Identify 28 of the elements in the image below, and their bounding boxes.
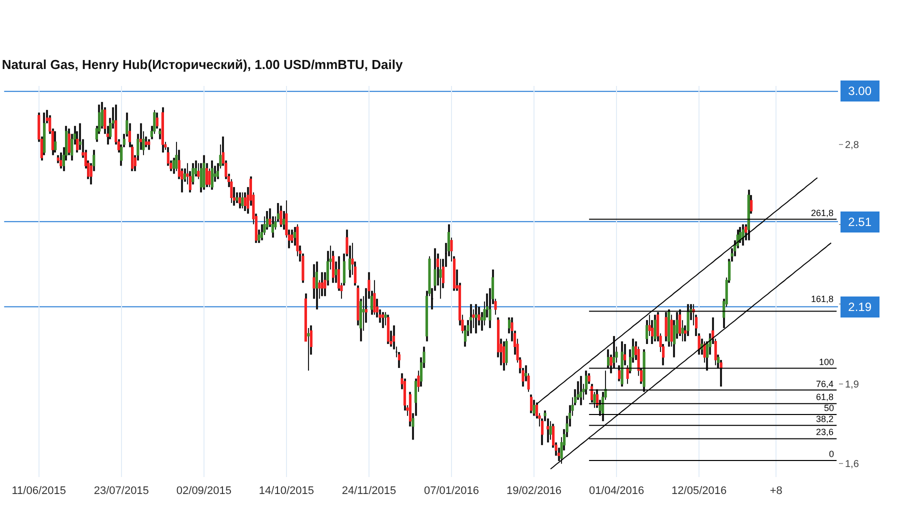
y-tick-label: 2,8	[845, 140, 860, 152]
series-label: 261,8	[811, 208, 834, 218]
ref-line-label: 2.51	[848, 215, 872, 229]
x-tick-label: 07/01/2016	[424, 485, 480, 497]
x-tick-label: 01/04/2016	[589, 485, 644, 497]
y-tick-label: 1,6	[845, 459, 860, 470]
x-tick-label: 12/05/2016	[672, 485, 727, 497]
series-label: 50	[824, 403, 834, 413]
ref-line-label: 3.00	[848, 84, 872, 98]
x-tick-label: 02/09/2015	[176, 485, 232, 497]
ref-line-label: 2.19	[848, 300, 872, 314]
series-label: 76,4	[816, 379, 834, 389]
x-tick-label: 11/06/2015	[12, 485, 66, 497]
y-tick-label: 1,9	[845, 379, 860, 390]
series-label: 0	[829, 449, 834, 459]
series-label: 161,8	[811, 294, 834, 304]
x-tick-label: +8	[770, 485, 782, 497]
x-tick-label: 19/02/2016	[506, 485, 562, 497]
series-label: 61,8	[816, 392, 834, 402]
x-tick-label: 23/07/2015	[94, 485, 149, 497]
series-label: 100	[819, 357, 834, 367]
x-tick-label: 14/10/2015	[258, 485, 314, 497]
chart-title: Natural Gas, Henry Hub(Исторический), 1.00 USD/mmBTU, Daily	[2, 57, 404, 72]
series-label: 23,6	[816, 427, 834, 437]
candlestick	[474, 304, 478, 334]
series-label: 38,2	[816, 414, 834, 424]
candlestick	[307, 328, 310, 371]
x-tick-label: 24/11/2015	[342, 485, 396, 497]
